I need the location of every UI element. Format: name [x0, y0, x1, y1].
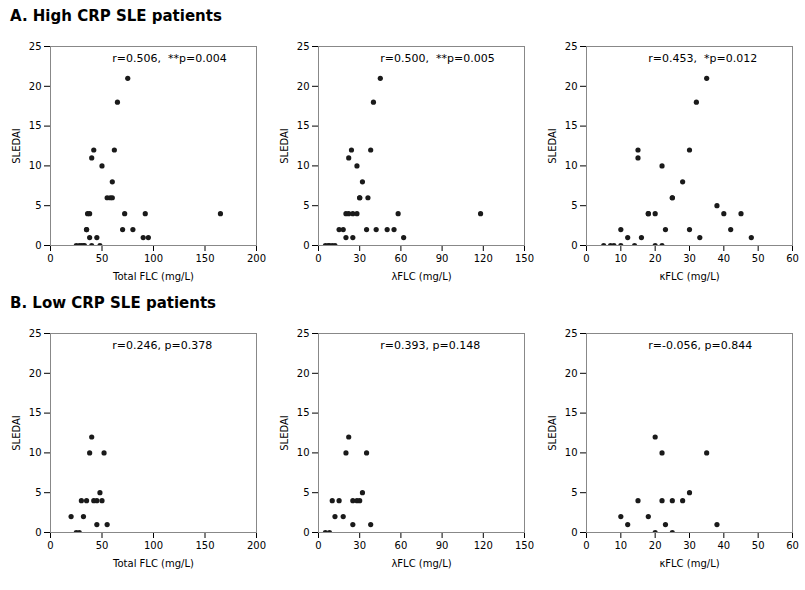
svg-text:λFLC (mg/L): λFLC (mg/L): [391, 271, 451, 282]
svg-text:10: 10: [565, 447, 578, 458]
svg-text:10: 10: [297, 447, 310, 458]
svg-text:30: 30: [353, 540, 366, 551]
svg-text:SLEDAI: SLEDAI: [547, 415, 558, 451]
svg-text:200: 200: [247, 253, 266, 264]
svg-text:20: 20: [565, 81, 578, 92]
svg-text:25: 25: [565, 41, 578, 52]
svg-text:15: 15: [297, 120, 310, 131]
svg-text:40: 40: [717, 540, 730, 551]
svg-text:20: 20: [297, 81, 310, 92]
svg-text:10: 10: [565, 160, 578, 171]
svg-text:100: 100: [144, 540, 163, 551]
html-text:A. High CRP SLE patients: A. High CRP SLE patients: [10, 7, 222, 25]
svg-text:r=0.506, **p=0.004: r=0.506, **p=0.004: [112, 52, 226, 65]
svg-text:0: 0: [35, 240, 41, 251]
svg-text:5: 5: [35, 487, 41, 498]
svg-text:90: 90: [436, 253, 449, 264]
svg-text:0: 0: [571, 240, 577, 251]
svg-text:20: 20: [29, 81, 42, 92]
svg-text:10: 10: [29, 447, 42, 458]
svg-text:15: 15: [29, 120, 42, 131]
svg-text:0: 0: [47, 540, 53, 551]
svg-text:10: 10: [614, 253, 627, 264]
svg-text:Total FLC (mg/L): Total FLC (mg/L): [112, 558, 194, 569]
svg-text:κFLC (mg/L): κFLC (mg/L): [659, 558, 719, 569]
svg-text:10: 10: [614, 540, 627, 551]
svg-text:50: 50: [96, 253, 109, 264]
svg-text:60: 60: [786, 253, 799, 264]
svg-text:5: 5: [571, 200, 577, 211]
svg-text:60: 60: [395, 540, 408, 551]
svg-text:60: 60: [786, 540, 799, 551]
svg-text:SLEDAI: SLEDAI: [547, 128, 558, 164]
svg-text:60: 60: [395, 253, 408, 264]
svg-text:150: 150: [195, 253, 214, 264]
svg-text:5: 5: [571, 487, 577, 498]
svg-text:0: 0: [303, 240, 309, 251]
svg-text:150: 150: [515, 253, 534, 264]
svg-text:20: 20: [565, 368, 578, 379]
svg-text:5: 5: [35, 200, 41, 211]
svg-text:15: 15: [297, 407, 310, 418]
svg-text:15: 15: [29, 407, 42, 418]
svg-text:κFLC (mg/L): κFLC (mg/L): [659, 271, 719, 282]
svg-text:SLEDAI: SLEDAI: [11, 128, 22, 164]
svg-text:SLEDAI: SLEDAI: [279, 128, 290, 164]
svg-text:25: 25: [297, 41, 310, 52]
svg-text:15: 15: [565, 407, 578, 418]
svg-text:150: 150: [515, 540, 534, 551]
svg-text:50: 50: [752, 253, 765, 264]
svg-text:SLEDAI: SLEDAI: [11, 415, 22, 451]
svg-text:90: 90: [436, 540, 449, 551]
svg-text:20: 20: [649, 253, 662, 264]
svg-text:10: 10: [297, 160, 310, 171]
svg-text:40: 40: [717, 253, 730, 264]
svg-text:120: 120: [474, 540, 493, 551]
svg-text:0: 0: [571, 527, 577, 538]
svg-text:150: 150: [195, 540, 214, 551]
svg-text:r=0.453, *p=0.012: r=0.453, *p=0.012: [648, 52, 757, 65]
svg-text:25: 25: [29, 328, 42, 339]
svg-text:0: 0: [315, 253, 321, 264]
svg-text:0: 0: [315, 540, 321, 551]
svg-text:r=-0.056, p=0.844: r=-0.056, p=0.844: [648, 339, 752, 352]
svg-text:25: 25: [297, 328, 310, 339]
svg-text:25: 25: [565, 328, 578, 339]
svg-text:r=0.393, p=0.148: r=0.393, p=0.148: [380, 339, 480, 352]
svg-text:Total FLC (mg/L): Total FLC (mg/L): [112, 271, 194, 282]
svg-text:r=0.246, p=0.378: r=0.246, p=0.378: [112, 339, 212, 352]
svg-text:5: 5: [303, 487, 309, 498]
svg-text:25: 25: [29, 41, 42, 52]
svg-text:20: 20: [297, 368, 310, 379]
svg-text:SLEDAI: SLEDAI: [279, 415, 290, 451]
svg-text:5: 5: [303, 200, 309, 211]
svg-text:50: 50: [752, 540, 765, 551]
svg-text:50: 50: [96, 540, 109, 551]
svg-text:15: 15: [565, 120, 578, 131]
svg-text:30: 30: [353, 253, 366, 264]
svg-text:30: 30: [683, 540, 696, 551]
svg-text:20: 20: [29, 368, 42, 379]
svg-text:0: 0: [583, 540, 589, 551]
html-text:B. Low CRP SLE patients: B. Low CRP SLE patients: [10, 294, 216, 312]
svg-text:0: 0: [583, 253, 589, 264]
svg-text:30: 30: [683, 253, 696, 264]
svg-text:0: 0: [303, 527, 309, 538]
svg-text:0: 0: [47, 253, 53, 264]
svg-text:r=0.500, **p=0.005: r=0.500, **p=0.005: [380, 52, 494, 65]
svg-text:200: 200: [247, 540, 266, 551]
svg-text:0: 0: [35, 527, 41, 538]
svg-text:λFLC (mg/L): λFLC (mg/L): [391, 558, 451, 569]
svg-text:100: 100: [144, 253, 163, 264]
svg-text:120: 120: [474, 253, 493, 264]
svg-text:10: 10: [29, 160, 42, 171]
svg-text:20: 20: [649, 540, 662, 551]
